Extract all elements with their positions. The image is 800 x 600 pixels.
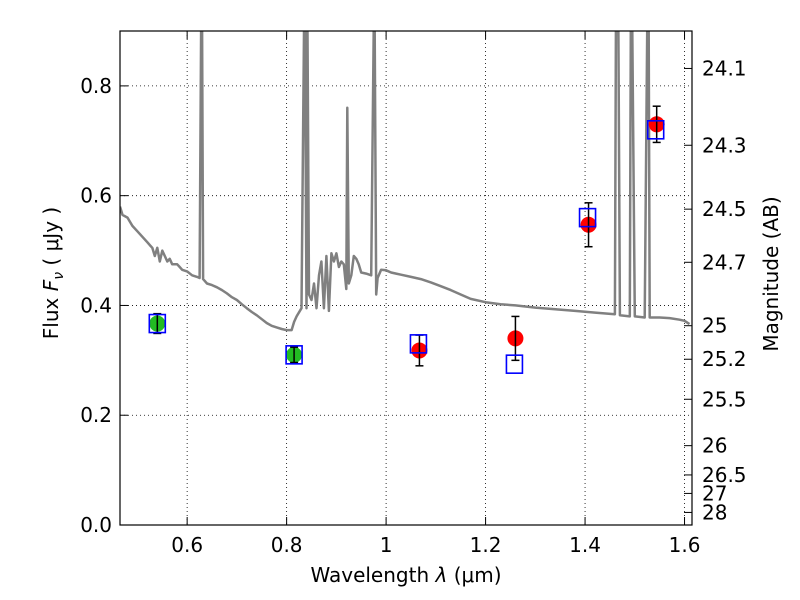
magnitude-tick-label: 24.3 — [702, 133, 747, 157]
magnitude-tick-label: 26 — [702, 434, 727, 458]
magnitude-tick-label: 24.7 — [702, 250, 747, 274]
model-photometry-square — [409, 334, 428, 354]
x-tick-label: 1.2 — [470, 533, 502, 557]
magnitude-tick-label: 28 — [702, 500, 727, 524]
y-tick-label: 0.4 — [80, 293, 112, 317]
model-photometry-square — [285, 345, 303, 365]
magnitude-tick-label: 24.5 — [702, 197, 747, 221]
tick-layer: 0.6 0.8 1 1.2 1.4 1.6 0.0 0.2 0.4 0.6 0.8 24.1 24.3 2… — [80, 31, 747, 557]
x-tick-label: 1 — [380, 533, 393, 557]
magnitude-tick-label: 25 — [702, 314, 727, 338]
sed-model-line — [120, 31, 691, 332]
model-photometry-square — [646, 120, 665, 140]
plot-frame — [119, 30, 693, 526]
x-tick-label: 0.8 — [271, 533, 303, 557]
y-tick-label: 0.6 — [80, 184, 112, 208]
y-tick-label: 0.0 — [80, 513, 112, 537]
x-tick-label: 1.4 — [569, 533, 601, 557]
magnitude-tick-label: 25.5 — [702, 387, 747, 411]
x-tick-label: 1.6 — [669, 533, 701, 557]
y-tick-label: 0.8 — [80, 74, 112, 98]
model-photometry-square — [578, 207, 597, 228]
magnitude-axis-label: Magnitude (AB) — [759, 196, 783, 351]
magnitude-tick-label: 25.2 — [702, 347, 747, 371]
x-tick-label: 0.6 — [171, 533, 203, 557]
magnitude-tick-label: 24.1 — [702, 56, 747, 80]
magnitude-tick-label: 26.5 — [702, 463, 747, 487]
y-axis-label: Flux Fν ( μJy ) — [39, 207, 67, 339]
grid-layer — [120, 31, 692, 526]
model-photometry-square — [505, 354, 524, 374]
magnitude-tick-label: 27 — [702, 481, 727, 505]
x-axis-label: Wavelength λ (μm) — [310, 563, 501, 587]
plot-layer — [120, 31, 691, 374]
y-tick-label: 0.2 — [80, 403, 112, 427]
model-photometry-square — [148, 313, 167, 334]
